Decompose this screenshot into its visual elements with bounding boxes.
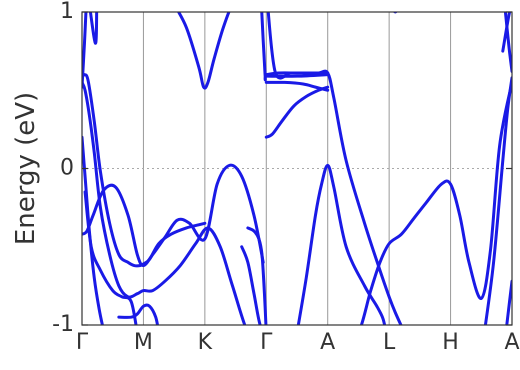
kpoint-label-2: K xyxy=(198,330,213,355)
y-tick-label-1: 0 xyxy=(60,156,74,181)
band-1 xyxy=(88,12,99,45)
kpoint-label-3: Γ xyxy=(260,330,273,355)
y-axis-label: Energy (eV) xyxy=(11,92,41,245)
band-20 xyxy=(503,12,512,73)
band-9 xyxy=(240,245,262,325)
plot-area xyxy=(81,11,513,326)
band-17 xyxy=(359,80,512,325)
kpoint-label-6: H xyxy=(442,330,459,355)
y-tick-label-2: 1 xyxy=(60,0,74,24)
band-5 xyxy=(82,135,104,325)
band-3 xyxy=(82,73,207,268)
band-13 xyxy=(264,80,330,92)
band-22 xyxy=(392,12,398,14)
band-8 xyxy=(176,12,231,90)
band-15 xyxy=(266,12,403,325)
bands xyxy=(82,12,512,325)
band-16 xyxy=(296,163,387,325)
band-4 xyxy=(82,80,247,325)
kpoint-label-1: M xyxy=(134,330,153,355)
kpoint-label-4: A xyxy=(320,330,335,355)
band-14 xyxy=(264,85,330,139)
tick-labels: -1 0 1 Γ M K Γ A L H A xyxy=(52,0,519,355)
band-6 xyxy=(83,190,138,325)
band-10 xyxy=(246,226,268,325)
y-tick-label-0: -1 xyxy=(52,312,74,337)
kpoint-label-0: Γ xyxy=(76,330,89,355)
band-18 xyxy=(483,76,512,325)
band-12 xyxy=(264,73,330,78)
kpoint-label-7: A xyxy=(504,330,519,355)
kpoint-label-5: L xyxy=(383,330,396,355)
ticks xyxy=(82,11,512,326)
band-19 xyxy=(501,12,512,53)
band-7 xyxy=(117,303,160,325)
